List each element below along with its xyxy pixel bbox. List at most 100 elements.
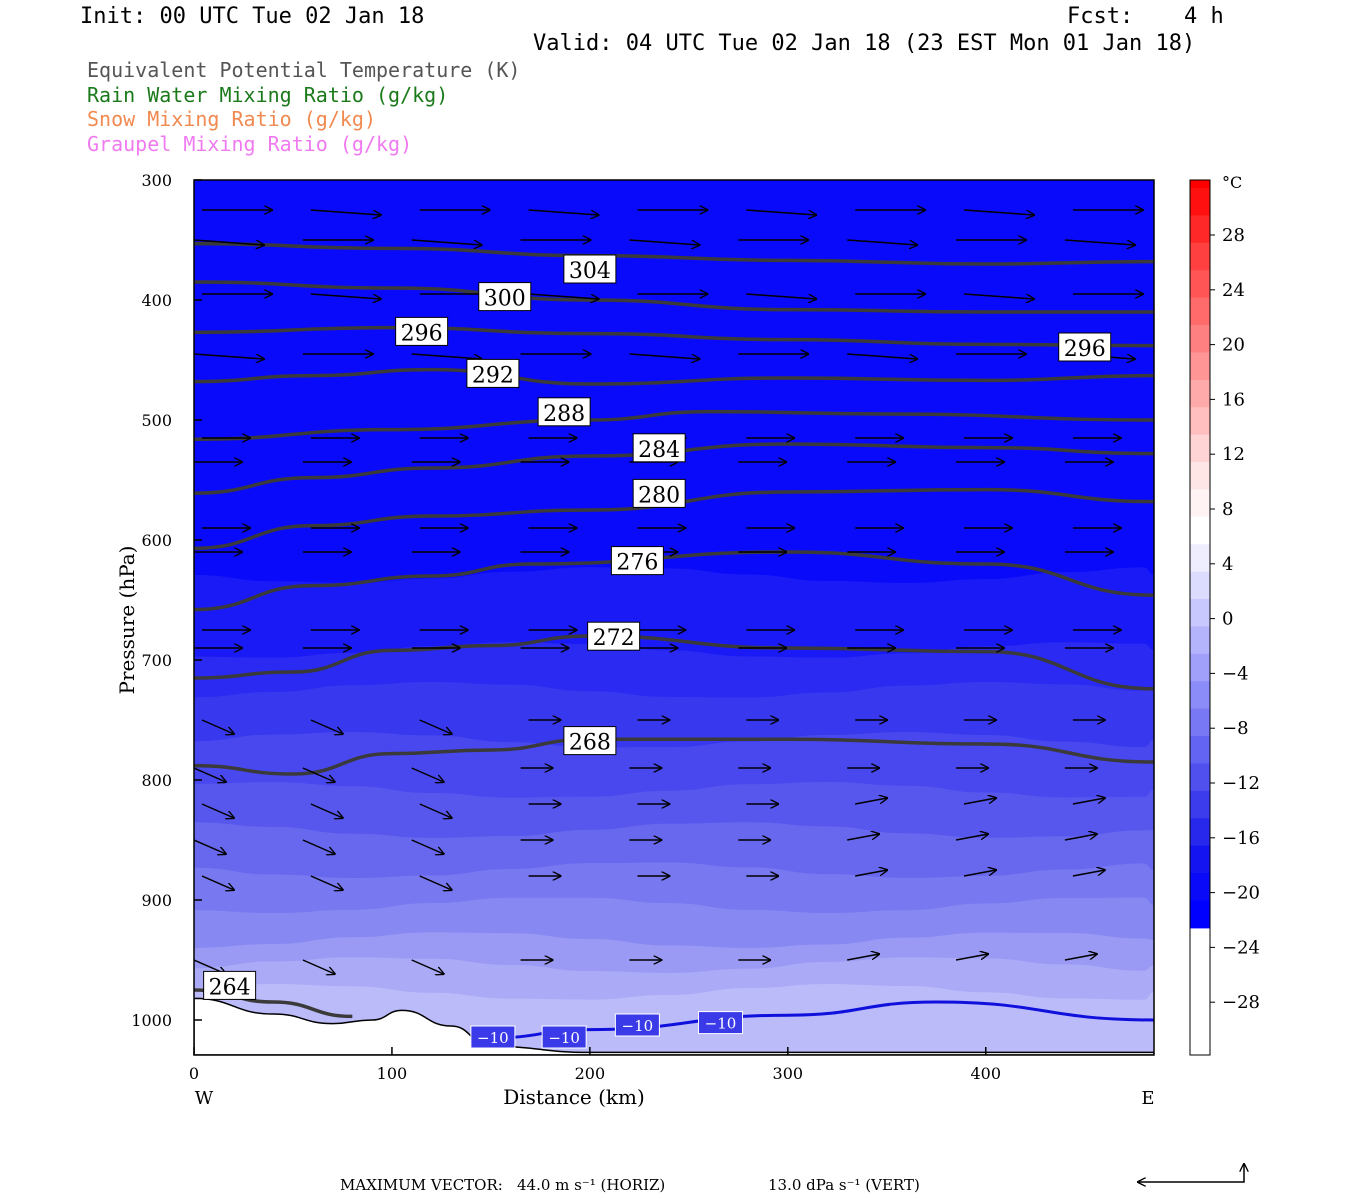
colorbar-tick-label: 4 xyxy=(1222,554,1233,575)
contour-labels: 304 300 296 296 292 288 284 280 276 272 268 264 −10 −… xyxy=(203,254,1112,1049)
plot-frame xyxy=(193,179,1155,1056)
colorbar-frame xyxy=(1189,179,1211,1056)
contour-label: 276 xyxy=(616,551,658,576)
wind-vector xyxy=(629,353,699,359)
legend-theta-e: Equivalent Potential Temperature (K) xyxy=(87,58,521,82)
y-tick-label: 400 xyxy=(141,291,172,310)
colorbar-cell xyxy=(1190,489,1210,518)
reference-vector xyxy=(1138,1164,1244,1182)
theta-e-contour-284 xyxy=(194,442,1154,495)
max-vector-horiz: 44.0 m s⁻¹ (HORIZ) xyxy=(517,1176,666,1194)
terrain-surface xyxy=(194,997,1154,1055)
wind-vector xyxy=(411,959,444,974)
wind-vector xyxy=(201,875,234,890)
colorbar-cell xyxy=(1190,270,1210,299)
contour-label-box xyxy=(610,546,664,576)
forecast-label: Fcst: xyxy=(1067,4,1134,29)
y-axis-label: Pressure (hPa) xyxy=(115,546,139,695)
contour-label: 268 xyxy=(569,731,611,756)
colorbar: °C 28 24 20 16 12 8 4 0 −4 −8 −12 −16 −20 −24 −28 xyxy=(1189,173,1260,1056)
isotherm-label-box xyxy=(470,1025,516,1049)
y-tick-label: 800 xyxy=(141,771,172,790)
colorbar-cell xyxy=(1190,407,1210,436)
wind-vector xyxy=(310,803,343,818)
wind-vector xyxy=(964,293,1034,299)
contour-label-box xyxy=(537,397,591,427)
contour-label-box xyxy=(563,726,617,756)
colorbar-cell xyxy=(1190,516,1210,545)
colorbar-tick-label: −4 xyxy=(1222,663,1249,684)
wind-vector xyxy=(201,803,234,818)
colorbar-cell xyxy=(1190,215,1210,244)
wind-vector xyxy=(847,954,879,961)
wind-vector xyxy=(847,834,879,841)
isotherm-label-box xyxy=(541,1025,587,1049)
wind-vector xyxy=(964,209,1034,215)
east-label: E xyxy=(1141,1088,1154,1109)
contour-label-box xyxy=(203,970,257,1000)
wind-vector xyxy=(1064,834,1097,841)
colorbar-cell xyxy=(1190,736,1210,764)
y-tick-label: 300 xyxy=(141,171,172,190)
wind-vector xyxy=(847,239,917,245)
legend-graupel: Graupel Mixing Ratio (g/kg) xyxy=(87,132,413,156)
wind-vector xyxy=(310,719,343,734)
isotherm-label-box xyxy=(614,1013,660,1037)
init-time: Init: 00 UTC Tue 02 Jan 18 xyxy=(80,4,425,29)
theta-e-contour-288 xyxy=(194,409,1154,441)
x-tick-label: 0 xyxy=(189,1064,199,1083)
isotherm-label: −10 xyxy=(705,1015,737,1033)
colorbar-tick-label: −12 xyxy=(1222,773,1260,794)
colorbar-tick-label: −16 xyxy=(1222,828,1260,849)
y-tick-label: 700 xyxy=(141,651,172,670)
colorbar-unit: °C xyxy=(1222,173,1242,192)
theta-e-contour-296 xyxy=(194,325,1154,348)
colorbar-tick-label: 12 xyxy=(1222,444,1245,465)
wind-vector xyxy=(855,870,887,877)
wind-vector xyxy=(194,353,264,359)
colorbar-cell xyxy=(1190,544,1210,573)
colorbar-cell xyxy=(1190,571,1210,600)
colorbar-cell xyxy=(1190,845,1210,874)
contour-label-box xyxy=(1058,332,1112,362)
contour-label: 264 xyxy=(209,975,251,1000)
contour-label: 284 xyxy=(638,438,680,463)
colorbar-tick-label: −28 xyxy=(1222,992,1260,1013)
colorbar-tick-label: 8 xyxy=(1222,499,1233,520)
colorbar-cell xyxy=(1190,242,1210,271)
wind-vector xyxy=(629,239,699,245)
west-label: W xyxy=(195,1088,214,1109)
wind-vector xyxy=(411,767,444,782)
contour-label: 292 xyxy=(472,363,514,388)
colorbar-cell xyxy=(1190,325,1210,353)
colorbar-cell xyxy=(1190,763,1210,792)
x-axis-label: Distance (km) xyxy=(503,1085,645,1109)
contour-label: 304 xyxy=(569,259,611,284)
wind-vector xyxy=(847,353,917,359)
colorbar-tick-label: −20 xyxy=(1222,883,1260,904)
colorbar-cell xyxy=(1190,626,1210,655)
valid-time: Valid: 04 UTC Tue 02 Jan 18 (23 EST Mon … xyxy=(533,31,1196,56)
wind-vector xyxy=(194,239,264,245)
contour-label: 296 xyxy=(1064,337,1106,362)
colorbar-cell xyxy=(1190,599,1210,627)
wind-vector xyxy=(963,870,996,877)
wind-vectors xyxy=(194,210,1143,974)
contour-label: 300 xyxy=(484,287,526,312)
wind-vector xyxy=(310,875,343,890)
colorbar-tick-label: −8 xyxy=(1222,718,1249,739)
contour-label-box xyxy=(395,316,449,346)
contour-label-box xyxy=(466,358,520,388)
theta-e-contour-292 xyxy=(194,367,1154,386)
wind-vector xyxy=(1064,954,1097,961)
colorbar-cell xyxy=(1190,900,1210,929)
colorbar-tick-label: −24 xyxy=(1222,937,1260,958)
colorbar-cell xyxy=(1190,180,1210,188)
theta-e-contour-280 xyxy=(194,487,1154,551)
wind-vector xyxy=(302,959,335,974)
wind-vector xyxy=(411,353,482,359)
colorbar-cell xyxy=(1190,434,1210,463)
theta-e-contour-300 xyxy=(194,280,1154,314)
wind-vector xyxy=(1072,870,1105,877)
